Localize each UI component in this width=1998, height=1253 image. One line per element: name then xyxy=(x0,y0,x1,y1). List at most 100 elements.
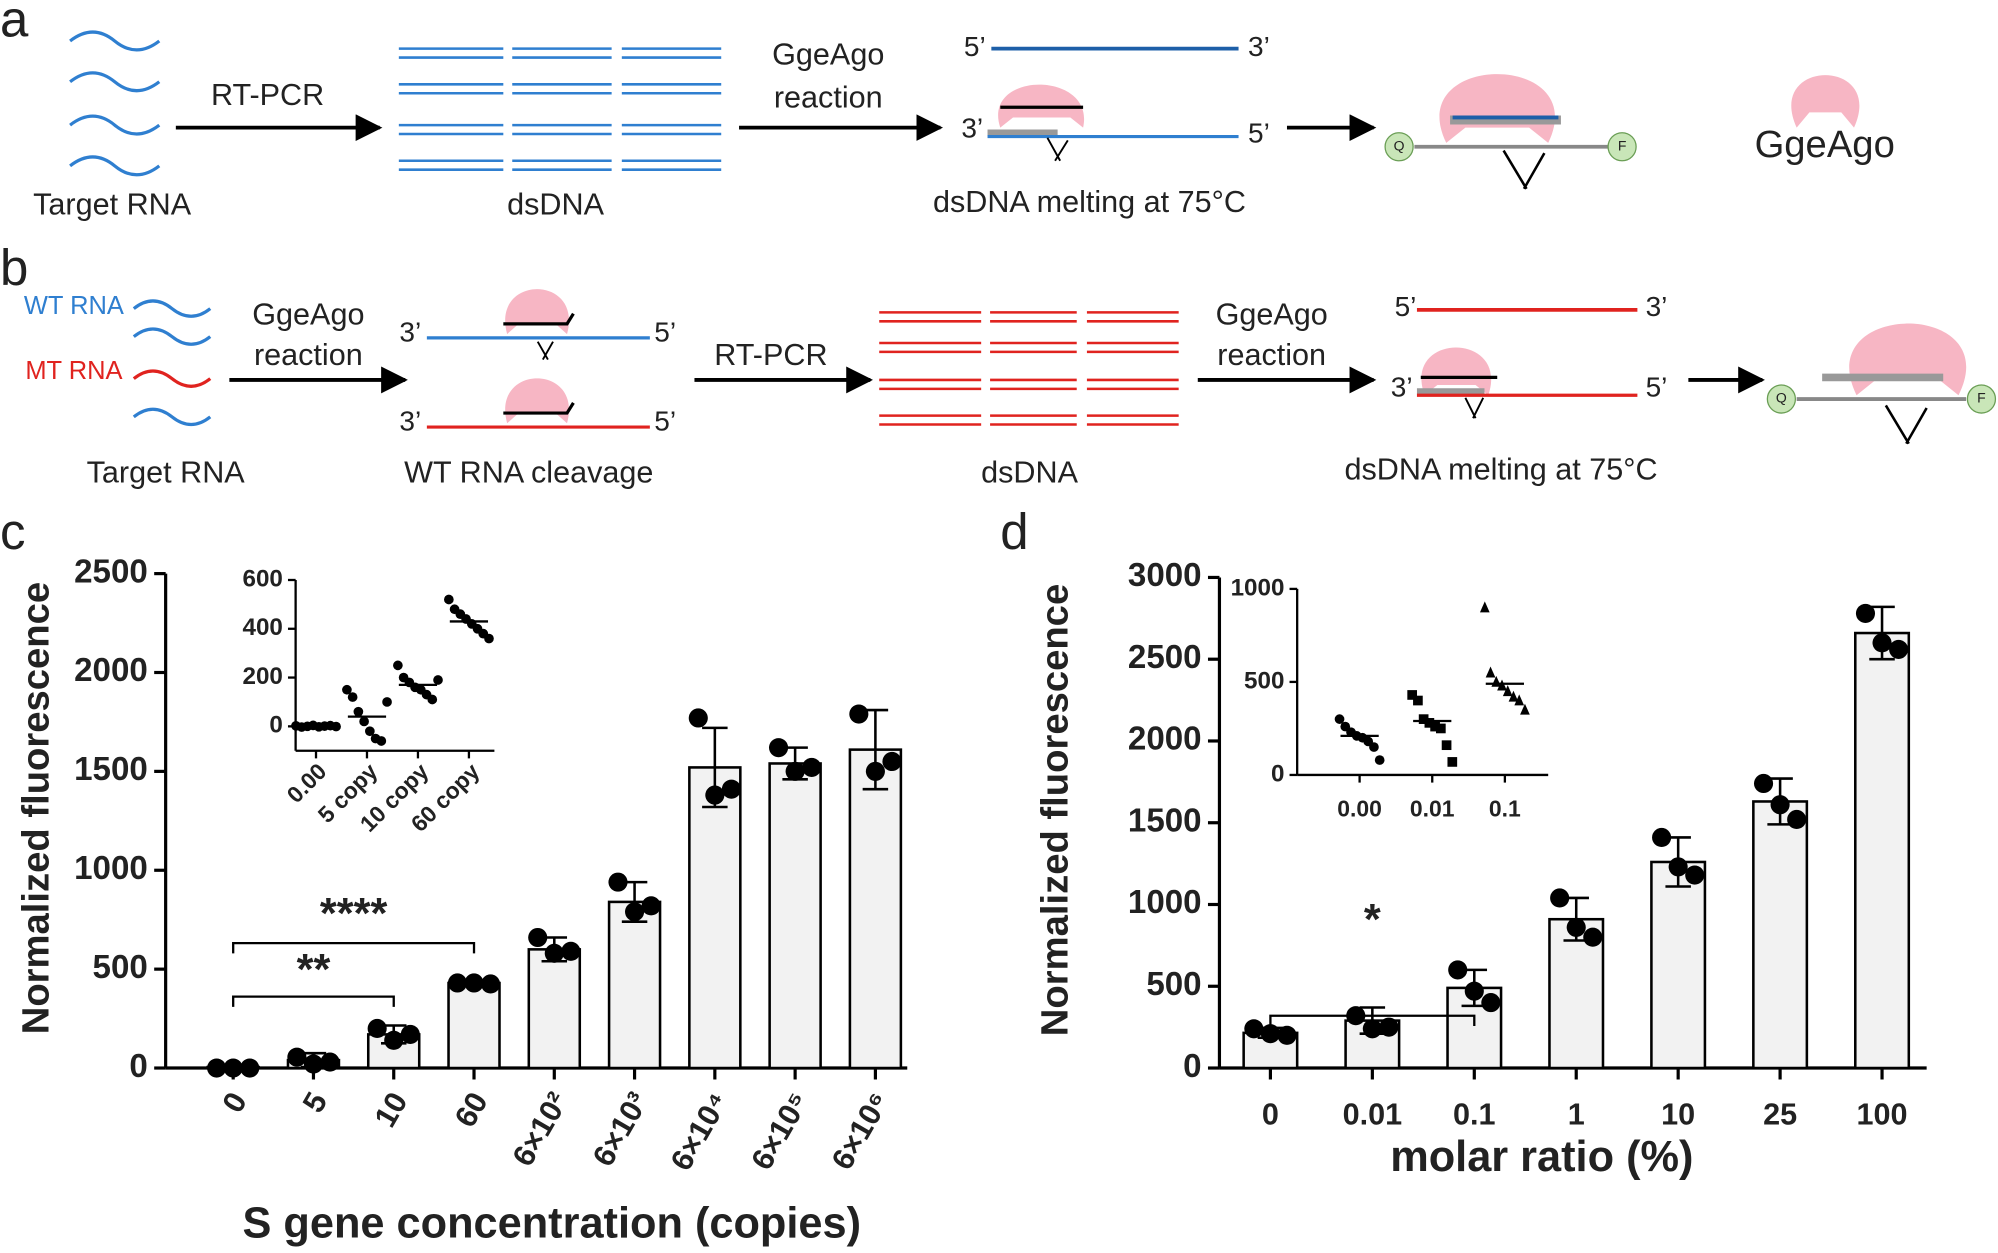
y-tick-label: 0 xyxy=(269,712,282,739)
x-tick-label: 6×10⁴ xyxy=(664,1087,735,1177)
panel-label: d xyxy=(1000,503,1028,560)
point xyxy=(320,1052,340,1072)
y-tick-label: 200 xyxy=(242,663,282,690)
point xyxy=(384,1030,404,1050)
point xyxy=(1481,993,1501,1013)
point xyxy=(721,779,741,799)
quencher-label: Q xyxy=(1394,137,1405,153)
ago-shape xyxy=(1849,323,1967,396)
y-tick-label: 1000 xyxy=(1231,574,1285,601)
ago-legend-shape xyxy=(1791,75,1860,128)
y-tick-label: 500 xyxy=(1146,966,1201,1003)
y-tick-label: 600 xyxy=(242,565,282,592)
point xyxy=(1448,960,1468,980)
point xyxy=(641,896,661,916)
point xyxy=(625,902,645,922)
strand-end: 3’ xyxy=(1391,371,1413,402)
x-tick-label: 25 xyxy=(1763,1098,1797,1132)
point xyxy=(400,1024,420,1044)
point xyxy=(769,738,789,758)
point xyxy=(802,757,822,777)
caption: dsDNA melting at 75°C xyxy=(1345,453,1658,487)
bar xyxy=(447,981,501,1070)
x-tick-label: 100 xyxy=(1857,1098,1908,1132)
point xyxy=(1497,679,1507,691)
x-tick-label: 10 xyxy=(1661,1098,1695,1132)
legend-label: GgeAgo xyxy=(1755,123,1895,166)
scissors xyxy=(1464,397,1485,419)
point xyxy=(223,1058,243,1078)
scissors xyxy=(1046,137,1069,162)
ago-shape xyxy=(505,289,570,335)
y-tick-label: 1500 xyxy=(74,751,148,788)
point xyxy=(1583,927,1603,947)
point xyxy=(1464,981,1484,1001)
point xyxy=(608,872,628,892)
point xyxy=(1753,773,1774,794)
x-tick-label: 0.00 xyxy=(1337,796,1382,822)
ago-shape xyxy=(1439,74,1555,143)
point xyxy=(207,1058,227,1078)
fluorophore-label: F xyxy=(1618,137,1627,153)
point xyxy=(331,721,341,732)
x-tick-label: 10 xyxy=(368,1087,414,1133)
point xyxy=(1244,1019,1264,1039)
quencher-label: Q xyxy=(1776,390,1787,406)
fluorophore xyxy=(1966,384,1997,414)
rna-waves xyxy=(132,299,212,427)
bar xyxy=(607,900,662,1070)
strand-end: 5’ xyxy=(1646,371,1668,402)
point xyxy=(303,1054,324,1074)
point xyxy=(464,973,484,993)
point xyxy=(1479,601,1490,613)
point xyxy=(1514,694,1525,706)
strand-end: 5’ xyxy=(1248,118,1270,149)
x-tick-label: 6×10³ xyxy=(586,1087,655,1172)
point xyxy=(1435,723,1446,734)
bar xyxy=(527,948,582,1070)
x-tick-label: 0.01 xyxy=(1343,1098,1403,1132)
significance-bracket xyxy=(232,995,395,1007)
point xyxy=(347,692,358,702)
strand-end: 3’ xyxy=(1248,31,1270,62)
point xyxy=(393,660,403,671)
ago-shape xyxy=(1421,347,1492,396)
significance-label: **** xyxy=(320,890,388,938)
label: WT RNA xyxy=(24,292,124,320)
strand-end: 5’ xyxy=(654,316,676,347)
dsdna-lines xyxy=(398,47,722,171)
strand-end: 3’ xyxy=(1646,291,1668,322)
point xyxy=(785,761,805,781)
y-tick-label: 1000 xyxy=(74,850,148,887)
quencher xyxy=(1384,132,1414,162)
bar xyxy=(768,762,822,1070)
point xyxy=(1277,1025,1297,1045)
point xyxy=(1508,690,1519,702)
point xyxy=(1889,639,1909,659)
point xyxy=(447,973,468,993)
y-tick-label: 2000 xyxy=(74,652,148,689)
point xyxy=(1668,857,1688,877)
point xyxy=(1447,757,1458,767)
x-tick-label: 6×10⁵ xyxy=(745,1087,816,1176)
point xyxy=(1787,809,1807,830)
label: RT-PCR xyxy=(714,338,827,372)
axis-title: Normalized fluorescence xyxy=(14,582,57,1034)
y-tick-label: 1000 xyxy=(1128,884,1202,921)
y-tick-label: 1500 xyxy=(1128,802,1202,839)
y-tick-label: 500 xyxy=(93,949,148,986)
rna-waves xyxy=(69,30,161,177)
point xyxy=(1485,666,1496,678)
point xyxy=(1652,827,1672,848)
point xyxy=(444,594,454,605)
point xyxy=(1379,1017,1399,1037)
point xyxy=(365,726,375,737)
point xyxy=(528,927,548,948)
caption: WT RNA cleavage xyxy=(404,455,653,489)
axis-title: S gene concentration (copies) xyxy=(242,1199,861,1247)
strand-end: 5’ xyxy=(654,406,676,437)
significance-bracket xyxy=(232,942,476,954)
